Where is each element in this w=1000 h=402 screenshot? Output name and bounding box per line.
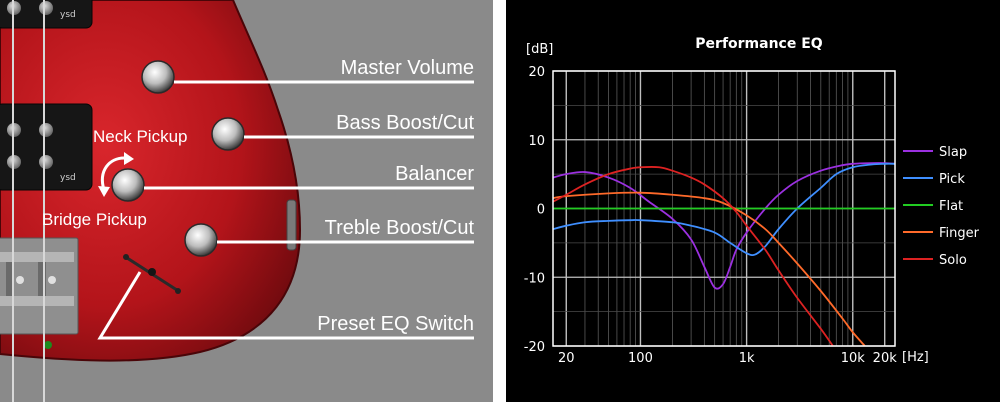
x-tick-label: 20 <box>558 351 575 366</box>
series-solo-line <box>553 166 834 346</box>
series-slap-line <box>553 162 895 290</box>
x-tick-label: 100 <box>628 351 653 366</box>
chart-title: Performance EQ <box>695 36 823 52</box>
legend-label-slap: Slap <box>939 145 967 160</box>
neck-pickup-label: Neck Pickup <box>93 127 187 146</box>
pickup-badge: ysd <box>60 173 76 183</box>
callout-preset-eq-switch: Preset EQ Switch <box>317 313 474 335</box>
legend-label-solo: Solo <box>939 253 967 268</box>
guitar-control-diagram: ysd ysd <box>0 0 493 402</box>
y-tick-label: 0 <box>537 203 545 218</box>
x-tick-label: 10k <box>841 351 866 366</box>
series-pick-line <box>553 162 895 257</box>
y-tick-label: 20 <box>528 65 545 80</box>
legend-label-finger: Finger <box>939 226 980 241</box>
callout-bass-boost-cut: Bass Boost/Cut <box>336 112 474 134</box>
x-axis-unit-label: [Hz] <box>902 350 929 365</box>
y-tick-label: -20 <box>524 340 545 355</box>
y-tick-label: -10 <box>524 271 545 286</box>
arrow-head-icon <box>98 186 110 197</box>
legend-label-flat: Flat <box>939 199 963 214</box>
preset-eq-switch-hardware <box>123 254 181 294</box>
x-tick-label: 1k <box>739 351 755 366</box>
bass-boost-cut-knob <box>211 117 245 151</box>
arrow-head-icon <box>124 152 134 165</box>
output-jack <box>286 199 297 251</box>
callout-master-volume: Master Volume <box>341 57 474 79</box>
rotation-arc-icon <box>101 156 125 191</box>
callout-treble-boost-cut: Treble Boost/Cut <box>325 217 475 239</box>
y-axis-unit-label: [dB] <box>526 42 553 57</box>
master-volume-knob <box>141 60 175 94</box>
x-tick-label: 20k <box>873 351 898 366</box>
legend-label-pick: Pick <box>939 172 965 187</box>
series-finger-line <box>553 191 866 346</box>
performance-eq-chart: Performance EQ [dB] [Hz] 20 10 0 -10 -20 20 10… <box>506 0 1000 402</box>
balancer-knob <box>111 168 145 202</box>
guitar-body-illustration: ysd ysd <box>0 0 475 402</box>
plot-frame <box>552 70 896 347</box>
callout-balancer: Balancer <box>395 163 474 185</box>
bridge <box>0 237 79 349</box>
y-tick-label: 10 <box>528 134 545 149</box>
callout-lines <box>97 80 474 340</box>
treble-boost-cut-knob <box>184 223 218 257</box>
bridge-pickup-label: Bridge Pickup <box>42 210 147 229</box>
pickup-badge: ysd <box>60 10 76 20</box>
